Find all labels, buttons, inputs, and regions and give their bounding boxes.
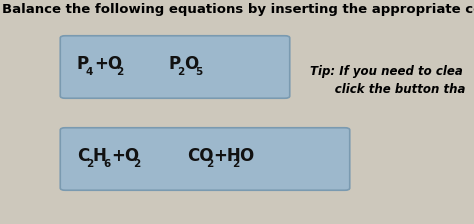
Text: CO: CO [187,147,213,165]
Text: 2: 2 [206,159,213,169]
Text: 2: 2 [133,159,140,169]
Text: 5: 5 [195,67,202,77]
Text: 2: 2 [232,159,239,169]
Text: C: C [77,147,89,165]
Text: 6: 6 [103,159,110,169]
Text: 2: 2 [177,67,184,77]
Text: +O: +O [111,147,139,165]
Text: Tip: If you need to clea
      click the button tha: Tip: If you need to clea click the butto… [310,65,465,96]
Text: P: P [77,55,89,73]
Text: +H: +H [213,147,241,165]
Text: P: P [168,55,180,73]
Text: O: O [184,55,198,73]
Text: Balance the following equations by inserting the appropriate coefficients.: Balance the following equations by inser… [2,3,474,16]
Text: 4: 4 [86,67,93,77]
Text: H: H [93,147,107,165]
Text: 2: 2 [86,159,93,169]
Text: 2: 2 [116,67,123,77]
Text: O: O [239,147,253,165]
Text: +O: +O [94,55,122,73]
